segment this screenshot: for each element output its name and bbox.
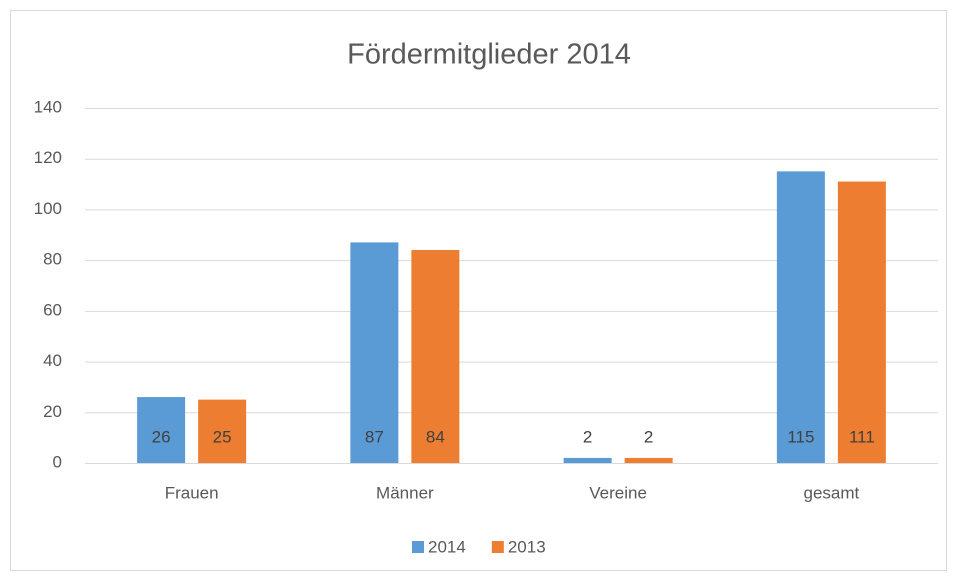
bar (137, 397, 186, 463)
x-tick-label: gesamt (804, 483, 860, 502)
data-label: 2 (583, 427, 592, 446)
x-tick-label: Männer (376, 483, 434, 502)
y-tick-label: 60 (43, 300, 62, 319)
y-tick-label: 120 (34, 148, 62, 167)
y-tick-label: 140 (34, 97, 62, 116)
data-label: 84 (426, 427, 445, 446)
y-tick-label: 80 (43, 250, 62, 269)
bar (776, 171, 825, 463)
y-tick-label: 40 (43, 351, 62, 370)
data-label: 111 (849, 427, 875, 446)
legend-swatch (491, 541, 504, 553)
data-label: 26 (152, 427, 171, 446)
data-label: 87 (365, 427, 384, 446)
bar (563, 457, 612, 463)
bar (411, 250, 460, 463)
x-tick-label: Frauen (165, 483, 219, 502)
legend-label: 2014 (428, 537, 466, 556)
bar (198, 399, 247, 463)
legend-label: 2013 (508, 537, 546, 556)
x-tick-label: Vereine (589, 483, 647, 502)
bar (624, 457, 673, 463)
data-label: 25 (213, 427, 232, 446)
bar (350, 242, 399, 463)
bar (837, 181, 886, 464)
y-tick-label: 0 (53, 452, 62, 471)
chart-title: Fördermitglieder 2014 (347, 39, 631, 71)
legend-swatch (412, 541, 424, 553)
y-tick-label: 20 (43, 402, 62, 421)
data-label: 2 (644, 427, 653, 446)
data-label: 115 (787, 427, 814, 446)
y-tick-label: 100 (34, 199, 62, 218)
